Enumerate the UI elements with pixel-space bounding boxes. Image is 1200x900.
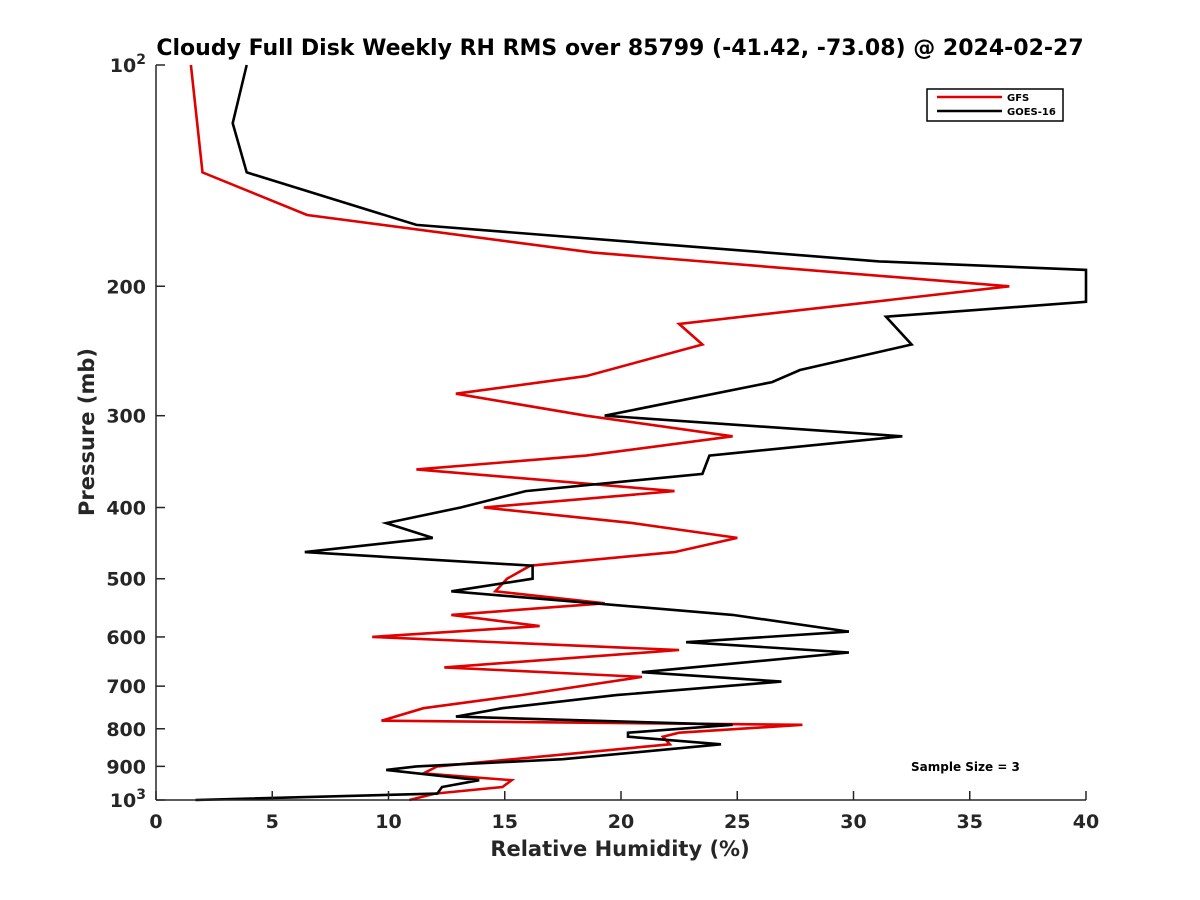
legend-label-goes16: GOES-16 (1007, 107, 1056, 118)
x-tick-label: 25 (724, 811, 750, 833)
y-tick-label: 600 (106, 627, 146, 649)
legend-box (926, 88, 1064, 122)
ticks-layer: 0 5 10 15 20 25 30 35 40 102 200 300 400 500 600 700 800… (106, 52, 1099, 833)
chart-title: Cloudy Full Disk Weekly RH RMS over 8579… (156, 36, 1083, 61)
legend-label-gfs: GFS (1007, 93, 1029, 104)
x-tick-label: 10 (375, 811, 401, 833)
y-tick-label: 200 (106, 276, 146, 298)
x-tick-label: 30 (840, 811, 866, 833)
y-tick-label: 800 (106, 719, 146, 741)
y-tick-label: 103 (110, 787, 146, 812)
x-axis-label: Relative Humidity (%) (490, 837, 749, 861)
x-tick-label: 20 (608, 811, 634, 833)
y-axis-label: Pressure (mb) (75, 348, 99, 516)
y-tick-label: 300 (106, 406, 146, 428)
y-tick-label: 400 (106, 498, 146, 520)
x-tick-label: 15 (492, 811, 518, 833)
sample-size-annotation: Sample Size = 3 (911, 760, 1020, 774)
plot-area (156, 65, 1086, 800)
y-tick-label: 700 (106, 676, 146, 698)
x-tick-label: 0 (149, 811, 162, 833)
legend: GFS GOES-16 (926, 88, 1064, 122)
y-tick-label: 102 (110, 52, 146, 77)
x-tick-label: 40 (1073, 811, 1099, 833)
x-tick-label: 35 (957, 811, 983, 833)
x-tick-label: 5 (266, 811, 279, 833)
series-line-goes16 (195, 64, 1088, 802)
y-tick-label: 500 (106, 569, 146, 591)
series-layer (189, 64, 1088, 802)
y-tick-label: 900 (106, 756, 146, 778)
